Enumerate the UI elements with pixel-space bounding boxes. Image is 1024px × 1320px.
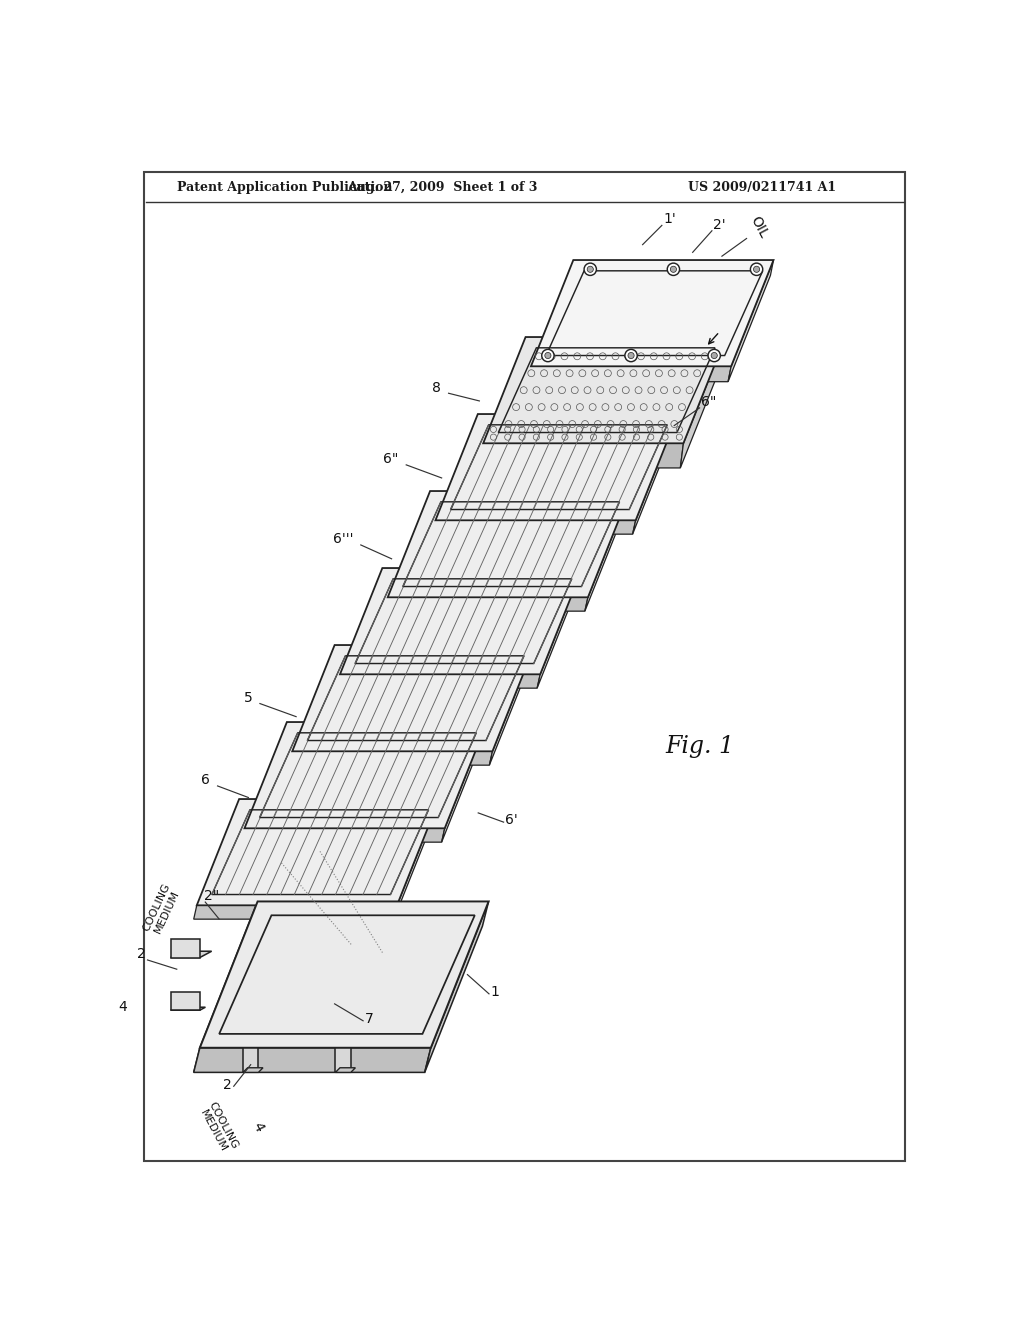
Polygon shape <box>385 598 588 611</box>
Polygon shape <box>200 902 488 1048</box>
Text: 7: 7 <box>365 1012 374 1026</box>
Polygon shape <box>336 1048 351 1072</box>
Text: 1: 1 <box>490 985 500 999</box>
Text: 2: 2 <box>137 948 146 961</box>
Circle shape <box>587 267 593 272</box>
Polygon shape <box>337 675 541 688</box>
Polygon shape <box>728 260 773 381</box>
Polygon shape <box>531 260 773 367</box>
Polygon shape <box>480 444 683 469</box>
Polygon shape <box>425 902 488 1072</box>
Polygon shape <box>242 829 444 842</box>
Text: 1': 1' <box>664 213 676 226</box>
Polygon shape <box>194 1048 431 1072</box>
Text: 4: 4 <box>118 999 127 1014</box>
Polygon shape <box>245 722 487 829</box>
Text: Aug. 27, 2009  Sheet 1 of 3: Aug. 27, 2009 Sheet 1 of 3 <box>347 181 538 194</box>
Polygon shape <box>441 722 487 842</box>
Text: Patent Application Publication: Patent Application Publication <box>177 181 392 194</box>
Polygon shape <box>243 1048 258 1072</box>
Text: 6''': 6''' <box>333 532 353 546</box>
Text: 4: 4 <box>250 1119 266 1134</box>
Circle shape <box>625 350 637 362</box>
Polygon shape <box>289 751 493 766</box>
Polygon shape <box>171 1007 206 1010</box>
Polygon shape <box>489 645 535 766</box>
Polygon shape <box>340 568 583 675</box>
Text: 8: 8 <box>432 380 441 395</box>
Polygon shape <box>633 414 678 535</box>
Polygon shape <box>194 902 258 1072</box>
Text: 6: 6 <box>201 774 210 788</box>
Text: 6": 6" <box>383 453 398 466</box>
Polygon shape <box>680 337 726 469</box>
Circle shape <box>542 350 554 362</box>
Polygon shape <box>394 799 439 919</box>
Polygon shape <box>171 991 200 1010</box>
Text: COOLING
MEDIUM: COOLING MEDIUM <box>140 882 182 937</box>
Circle shape <box>628 352 634 359</box>
Circle shape <box>754 267 760 272</box>
Text: 6': 6' <box>505 813 518 828</box>
Polygon shape <box>388 491 631 598</box>
Circle shape <box>668 263 680 276</box>
Text: 2': 2' <box>714 218 726 232</box>
Circle shape <box>545 352 551 359</box>
Polygon shape <box>197 799 439 906</box>
Polygon shape <box>585 491 631 611</box>
Text: US 2009/0211741 A1: US 2009/0211741 A1 <box>688 181 836 194</box>
Polygon shape <box>483 337 726 444</box>
Text: 2": 2" <box>204 888 219 903</box>
Circle shape <box>671 267 677 272</box>
Polygon shape <box>243 1068 263 1072</box>
Polygon shape <box>432 520 636 535</box>
Polygon shape <box>194 906 397 919</box>
Circle shape <box>708 350 720 362</box>
Text: COOLING
MEDIUM: COOLING MEDIUM <box>197 1100 240 1156</box>
Polygon shape <box>336 1068 355 1072</box>
Text: 6": 6" <box>701 396 717 409</box>
Circle shape <box>751 263 763 276</box>
Polygon shape <box>171 952 212 957</box>
Polygon shape <box>528 367 731 381</box>
Polygon shape <box>538 568 583 688</box>
Polygon shape <box>171 939 200 957</box>
Circle shape <box>584 263 596 276</box>
Text: Fig. 1: Fig. 1 <box>666 735 734 758</box>
Text: 2: 2 <box>223 1077 232 1092</box>
Circle shape <box>711 352 717 359</box>
Text: OIL: OIL <box>749 214 771 240</box>
Polygon shape <box>292 645 535 751</box>
Polygon shape <box>435 414 678 520</box>
Text: 5: 5 <box>244 692 252 705</box>
